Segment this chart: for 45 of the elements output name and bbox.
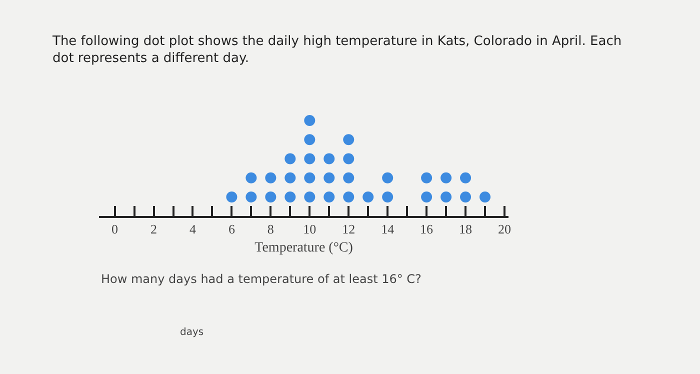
x-tick-label: 12 (342, 222, 356, 237)
point (265, 172, 276, 184)
point (480, 191, 491, 202)
point (440, 172, 452, 184)
x-axis-title: Temperature (°C) (254, 240, 354, 256)
point (343, 134, 354, 146)
x-tick-label: 0 (112, 222, 118, 237)
chart-title: The following dot plot shows the daily high temperature in Kats, Colorado in April. Each dot represents a different day. (52, 34, 622, 66)
x-tick-label: 16 (420, 222, 434, 237)
point (343, 153, 354, 164)
x-tick-label: 14 (381, 222, 395, 237)
point (343, 191, 354, 202)
x-tick-label: 8 (267, 222, 274, 237)
point (421, 191, 432, 202)
point (226, 191, 238, 202)
point (304, 115, 316, 126)
point (265, 191, 276, 202)
point (304, 134, 316, 146)
text: days (180, 327, 204, 338)
point (382, 191, 394, 202)
point (304, 172, 316, 184)
point (324, 172, 335, 184)
point (304, 153, 316, 164)
point (343, 172, 354, 184)
x-tick-label: 2 (150, 222, 158, 237)
point (362, 191, 374, 202)
point (460, 191, 472, 202)
point (284, 153, 296, 164)
point (460, 172, 472, 184)
x-tick-label: 10 (303, 222, 316, 237)
point (440, 191, 452, 202)
x-tick-label: 18 (459, 222, 472, 237)
point (421, 172, 432, 184)
text: How many days had a temperature of at least 16° C? (101, 272, 422, 286)
point (284, 172, 296, 184)
x-tick-label: 4 (189, 222, 196, 237)
point (382, 172, 394, 184)
point (324, 191, 335, 202)
point (324, 153, 335, 164)
point (246, 172, 257, 184)
point (304, 191, 316, 202)
point (246, 191, 257, 202)
x-tick-label: 6 (228, 222, 236, 237)
point (284, 191, 296, 202)
x-tick-label: 20 (498, 222, 511, 237)
